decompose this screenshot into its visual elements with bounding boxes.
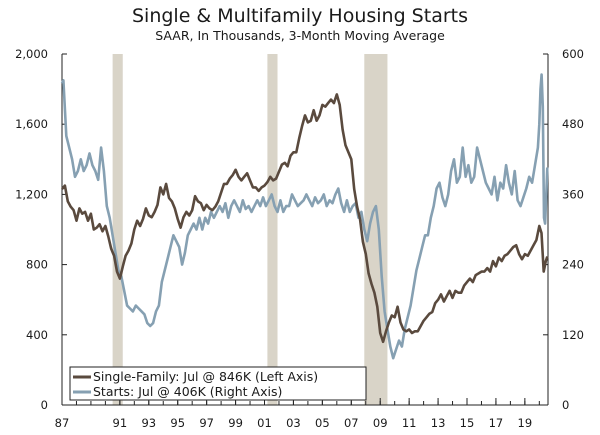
x-axis-tick-label: 09 bbox=[373, 416, 388, 430]
axes: 0 400 800 1,200 1,600 2,000 0 120 240 360 480 600 87… bbox=[15, 47, 584, 430]
x-axis-tick-label: 01 bbox=[257, 416, 272, 430]
legend-label-single-family: Single-Family: Jul @ 846K (Left Axis) bbox=[93, 369, 318, 384]
x-axis-tick-label: 07 bbox=[344, 416, 359, 430]
right-axis-tick-label: 480 bbox=[562, 117, 584, 131]
left-axis-tick-label: 1,600 bbox=[15, 117, 48, 131]
x-axis-tick-label: 05 bbox=[315, 416, 330, 430]
left-axis-tick-label: 400 bbox=[26, 328, 48, 342]
x-axis-tick-label: 93 bbox=[141, 416, 156, 430]
right-axis-tick-label: 0 bbox=[562, 398, 569, 412]
x-axis-tick-label: 03 bbox=[286, 416, 301, 430]
legend: Single-Family: Jul @ 846K (Left Axis) St… bbox=[69, 366, 367, 401]
x-axis-tick-label: 19 bbox=[518, 416, 533, 430]
legend-label-starts: Starts: Jul @ 406K (Right Axis) bbox=[93, 384, 282, 399]
right-axis-tick-label: 240 bbox=[562, 258, 584, 272]
left-axis-tick-label: 0 bbox=[41, 398, 48, 412]
right-axis-tick-label: 360 bbox=[562, 187, 584, 201]
x-axis-tick-label: 87 bbox=[55, 416, 70, 430]
right-axis-tick-label: 120 bbox=[562, 328, 584, 342]
chart-title: Single & Multifamily Housing Starts bbox=[132, 5, 468, 27]
left-axis-tick-label: 1,200 bbox=[15, 187, 48, 201]
x-axis-tick-label: 91 bbox=[113, 416, 128, 430]
right-axis-tick-label: 600 bbox=[562, 47, 584, 61]
recession-bands bbox=[112, 54, 388, 405]
x-axis-tick-label: 15 bbox=[460, 416, 475, 430]
recession-band-0 bbox=[112, 54, 123, 405]
x-axis-tick-label: 13 bbox=[431, 416, 446, 430]
x-axis-tick-label: 17 bbox=[489, 416, 504, 430]
chart-subtitle: SAAR, In Thousands, 3-Month Moving Avera… bbox=[155, 28, 445, 43]
x-axis-tick-label: 95 bbox=[170, 416, 185, 430]
series-line-starts bbox=[60, 73, 549, 360]
series-lines bbox=[60, 73, 549, 360]
x-axis-tick-label: 11 bbox=[402, 416, 417, 430]
recession-band-2 bbox=[364, 54, 388, 405]
left-axis-tick-label: 800 bbox=[26, 258, 48, 272]
recession-band-1 bbox=[267, 54, 278, 405]
x-axis-tick-label: 97 bbox=[199, 416, 214, 430]
left-axis-tick-label: 2,000 bbox=[15, 47, 48, 61]
legend-box bbox=[69, 366, 367, 401]
series-line-single-family bbox=[60, 93, 549, 344]
x-axis-tick-label: 99 bbox=[228, 416, 243, 430]
